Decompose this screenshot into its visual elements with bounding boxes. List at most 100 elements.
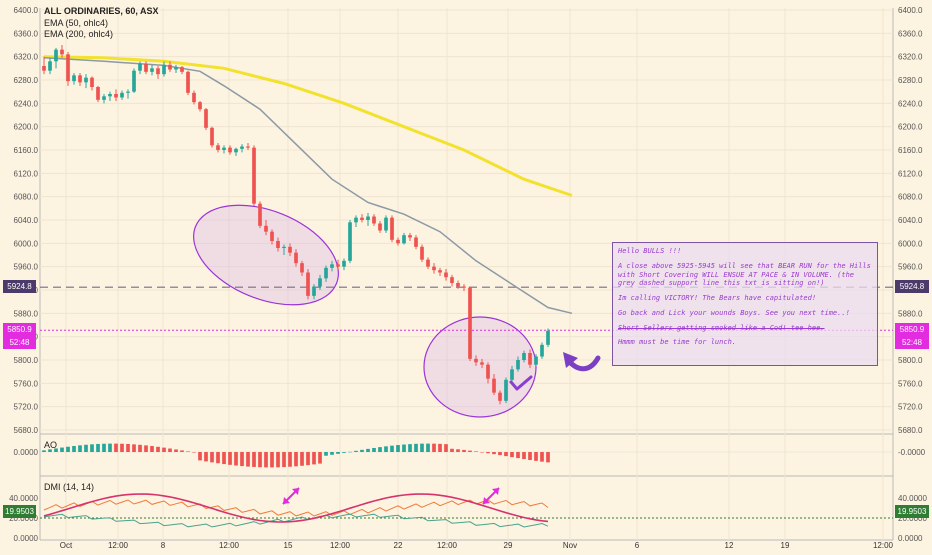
ao-bar	[396, 445, 400, 452]
candle	[252, 145, 256, 206]
ao-bar	[258, 452, 262, 468]
candle-body	[468, 287, 472, 359]
candle	[132, 68, 136, 93]
x-axis: Oct 12:00 8 12:00 15 12:00 22 12:00 29 Nov 6 12 19 12…	[60, 541, 894, 550]
candle-body	[138, 63, 142, 71]
candle-body	[264, 225, 268, 232]
candle	[120, 90, 124, 100]
candle-body	[456, 283, 460, 287]
candle	[138, 61, 142, 75]
y-tick-label: 5760.0	[898, 379, 923, 388]
candle-body	[108, 94, 112, 97]
ao-bar	[240, 452, 244, 467]
candle	[180, 66, 184, 75]
ao-bar	[108, 443, 112, 452]
ao-bar	[462, 449, 466, 452]
candle-body	[348, 222, 352, 261]
candle	[366, 213, 370, 226]
ao-bar	[96, 443, 100, 452]
ao-bar	[498, 452, 502, 456]
candle-body	[510, 369, 514, 380]
x-tick-label: 12	[725, 541, 734, 550]
candle	[150, 64, 154, 76]
candle-body	[162, 64, 166, 75]
y-tick-label: 6000.0	[898, 239, 923, 248]
x-tick-label: Oct	[60, 541, 73, 550]
candle-body	[330, 264, 334, 268]
candle	[282, 244, 286, 255]
candle	[372, 214, 376, 226]
candle-body	[384, 217, 388, 231]
x-tick-label: 12:00	[108, 541, 129, 550]
ao-bar	[366, 448, 370, 452]
dmi-tick-label: 0.0000	[898, 534, 923, 543]
y-tick-label: 6160.0	[898, 146, 923, 155]
candle-body	[246, 146, 250, 148]
candle-body	[192, 92, 196, 103]
candle-body	[258, 203, 262, 226]
double-arrow-head-icon	[492, 488, 499, 495]
x-tick-label: 19	[781, 541, 790, 550]
candle	[78, 73, 82, 86]
candle-body	[522, 353, 526, 360]
candle-body	[54, 49, 58, 62]
ao-bar	[174, 449, 178, 452]
candle-body	[336, 264, 340, 267]
ao-bar	[84, 444, 88, 452]
ao-bar	[228, 452, 232, 465]
ao-bar	[336, 452, 340, 454]
ao-bar	[312, 452, 316, 465]
ao-bar	[60, 447, 64, 452]
candle	[474, 355, 478, 366]
ao-tick-label: 0.0000	[14, 448, 39, 457]
x-tick-label: Nov	[563, 541, 577, 550]
ao-bar	[306, 452, 310, 466]
candle	[300, 260, 304, 276]
candle-body	[198, 102, 202, 110]
candle	[48, 57, 52, 75]
ao-bar	[162, 447, 166, 452]
highlight-ellipses	[193, 204, 537, 418]
ao-bar	[450, 448, 454, 452]
y-tick-label: 6360.0	[898, 29, 923, 38]
curved-arrow-head-icon	[563, 352, 578, 368]
candle-body	[312, 286, 316, 296]
y-tick-label: 5800.0	[898, 356, 923, 365]
ao-bar	[438, 443, 442, 452]
ao-bar	[150, 446, 154, 452]
candle-body	[234, 148, 238, 153]
candle-body	[120, 92, 124, 98]
ao-bar	[504, 452, 508, 457]
double-arrow-head-icon	[292, 488, 299, 495]
note-line-5: Short Sellers getting smoked like a Cod!…	[618, 323, 825, 332]
dmi-tick-label: 0.0000	[14, 534, 39, 543]
y-tick-label: 6280.0	[14, 76, 39, 85]
candle	[318, 274, 322, 290]
support-price-badge-right: 5924.8	[895, 280, 929, 293]
candle-body	[480, 362, 484, 365]
ao-bar	[492, 452, 496, 455]
ao-bar	[456, 449, 460, 452]
y-tick-label: 5760.0	[14, 379, 39, 388]
candle	[486, 362, 490, 384]
ao-bar	[156, 446, 160, 452]
ao-bar	[522, 452, 526, 460]
ao-bar	[360, 449, 364, 452]
candle-body	[216, 145, 220, 150]
candle	[402, 232, 406, 245]
ao-bar	[384, 446, 388, 452]
candle-body	[132, 70, 136, 92]
candle	[288, 243, 292, 257]
candle-body	[114, 94, 118, 98]
candle-body	[240, 146, 244, 149]
annotation-note[interactable]: Hello BULLS !!! A close above 5925-5945 …	[612, 242, 878, 366]
y-tick-label: 6320.0	[898, 53, 923, 62]
ao-bar	[210, 452, 214, 463]
candle	[534, 354, 538, 366]
candle-body	[486, 364, 490, 379]
candle-body	[228, 147, 232, 153]
y-tick-label: 6400.0	[898, 6, 923, 15]
candle-body	[96, 87, 100, 100]
ao-bar	[120, 443, 124, 452]
y-tick-label: 6200.0	[14, 123, 39, 132]
